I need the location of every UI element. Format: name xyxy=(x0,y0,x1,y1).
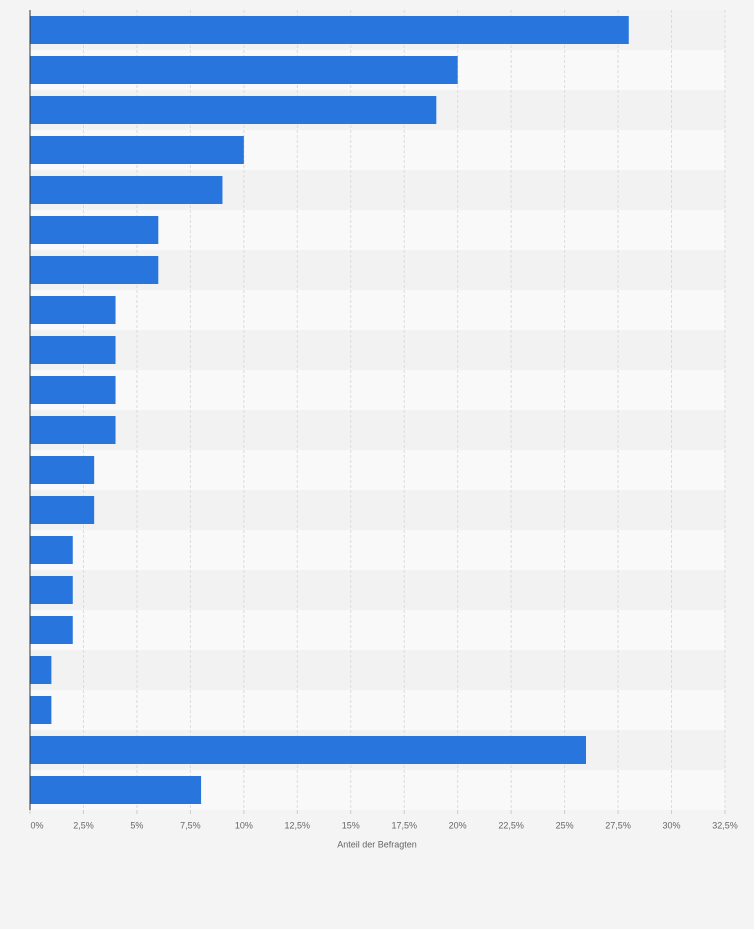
bar xyxy=(30,616,73,644)
row-band xyxy=(30,650,725,690)
bar xyxy=(30,696,52,724)
row-band xyxy=(30,370,725,410)
row-band xyxy=(30,450,725,490)
bar xyxy=(30,96,437,124)
bar xyxy=(30,336,116,364)
bar xyxy=(30,656,52,684)
bar xyxy=(30,416,116,444)
row-band xyxy=(30,570,725,610)
row-band xyxy=(30,290,725,330)
x-tick-label: 15% xyxy=(342,820,360,830)
bar xyxy=(30,576,73,604)
x-tick-label: 2,5% xyxy=(73,820,94,830)
bar xyxy=(30,376,116,404)
x-tick-label: 5% xyxy=(130,820,143,830)
x-tick-label: 20% xyxy=(449,820,467,830)
row-band xyxy=(30,690,725,730)
x-tick-label: 32,5% xyxy=(712,820,738,830)
bar xyxy=(30,536,73,564)
x-tick-label: 17,5% xyxy=(391,820,417,830)
bar xyxy=(30,216,159,244)
x-tick-label: 7,5% xyxy=(180,820,201,830)
x-axis-label: Anteil der Befragten xyxy=(337,839,417,849)
row-band xyxy=(30,330,725,370)
row-band xyxy=(30,610,725,650)
bar xyxy=(30,496,95,524)
bar xyxy=(30,776,202,804)
x-tick-label: 10% xyxy=(235,820,253,830)
row-band xyxy=(30,530,725,570)
bar xyxy=(30,56,458,84)
x-tick-label: 25% xyxy=(556,820,574,830)
x-tick-label: 22,5% xyxy=(498,820,524,830)
x-tick-label: 12,5% xyxy=(285,820,311,830)
bar xyxy=(30,456,95,484)
row-band xyxy=(30,490,725,530)
bar xyxy=(30,736,586,764)
x-tick-label: 27,5% xyxy=(605,820,631,830)
bar xyxy=(30,176,223,204)
x-tick-label: 30% xyxy=(663,820,681,830)
bar xyxy=(30,136,244,164)
x-tick-label: 0% xyxy=(30,820,43,830)
bar xyxy=(30,296,116,324)
bar xyxy=(30,16,629,44)
row-band xyxy=(30,410,725,450)
bar xyxy=(30,256,159,284)
